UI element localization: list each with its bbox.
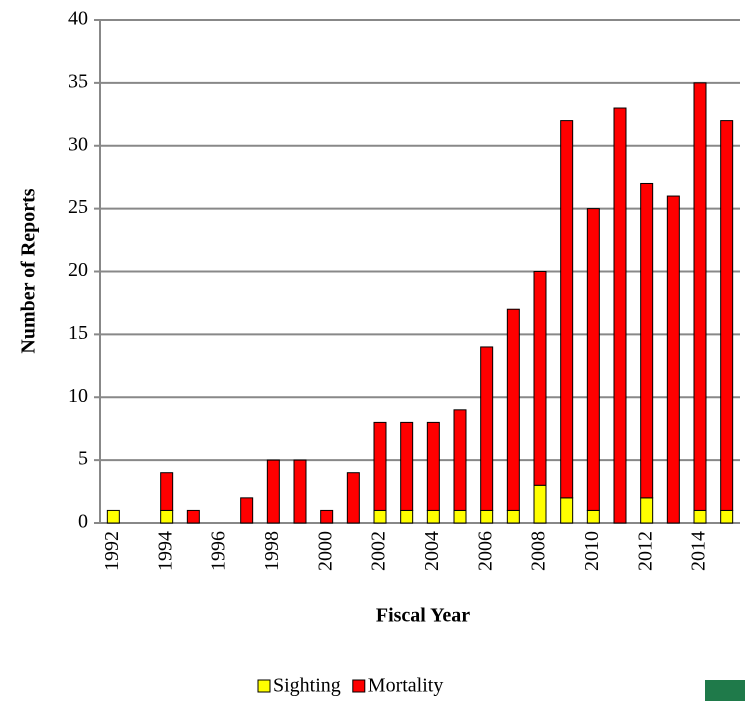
bar [160,472,174,511]
bar [400,421,414,511]
bar [160,509,174,524]
bar [640,497,654,524]
x-tick-label: 1998 [261,531,283,571]
bar [186,509,200,524]
x-tick-label: 1994 [154,531,176,571]
bar [426,421,440,511]
x-tick-label: 2012 [634,531,656,571]
x-tick-label: 2008 [528,531,550,571]
bar [480,346,494,511]
bar [586,509,600,524]
bar [560,120,574,499]
x-tick-label: 2006 [474,531,496,571]
bar [320,509,334,524]
bar [693,82,707,511]
x-tick-label: 1992 [101,531,123,571]
x-tick-label: 2010 [581,531,603,571]
bar [293,459,307,524]
bar [720,509,734,524]
bar [240,497,254,524]
bar [266,459,280,524]
x-tick-label: 2004 [421,531,443,571]
bar [453,409,467,511]
bar [533,484,547,524]
y-tick-label: 35 [68,70,88,92]
y-tick-label: 40 [68,8,88,30]
bar [506,509,520,524]
bar [666,195,680,524]
y-axis-label: Number of Reports [18,188,40,353]
legend-swatch [352,679,366,693]
x-axis-label: Fiscal Year [376,605,470,627]
bar [373,421,387,511]
legend-label: Mortality [368,675,444,697]
x-tick-label: 2002 [368,531,390,571]
bar [426,509,440,524]
x-tick-label: 1996 [208,531,230,571]
bar [586,208,600,511]
y-tick-label: 20 [68,259,88,281]
y-tick-label: 30 [68,133,88,155]
bar [640,182,654,499]
bar [346,472,360,524]
y-tick-label: 15 [68,322,88,344]
y-tick-label: 5 [78,448,88,470]
y-tick-label: 0 [78,511,88,533]
bar [613,107,627,524]
bar [720,120,734,511]
y-tick-label: 25 [68,196,88,218]
corner-decoration [705,680,745,701]
bar [560,497,574,524]
x-tick-label: 2000 [314,531,336,571]
bar [506,308,520,511]
legend-label: Sighting [273,675,341,697]
legend-swatch [257,679,271,693]
x-tick-label: 2014 [688,531,710,571]
bar [106,509,120,524]
bar [400,509,414,524]
bar [453,509,467,524]
bar [533,271,547,486]
bar [373,509,387,524]
bar [480,509,494,524]
bar [693,509,707,524]
y-tick-label: 10 [68,385,88,407]
